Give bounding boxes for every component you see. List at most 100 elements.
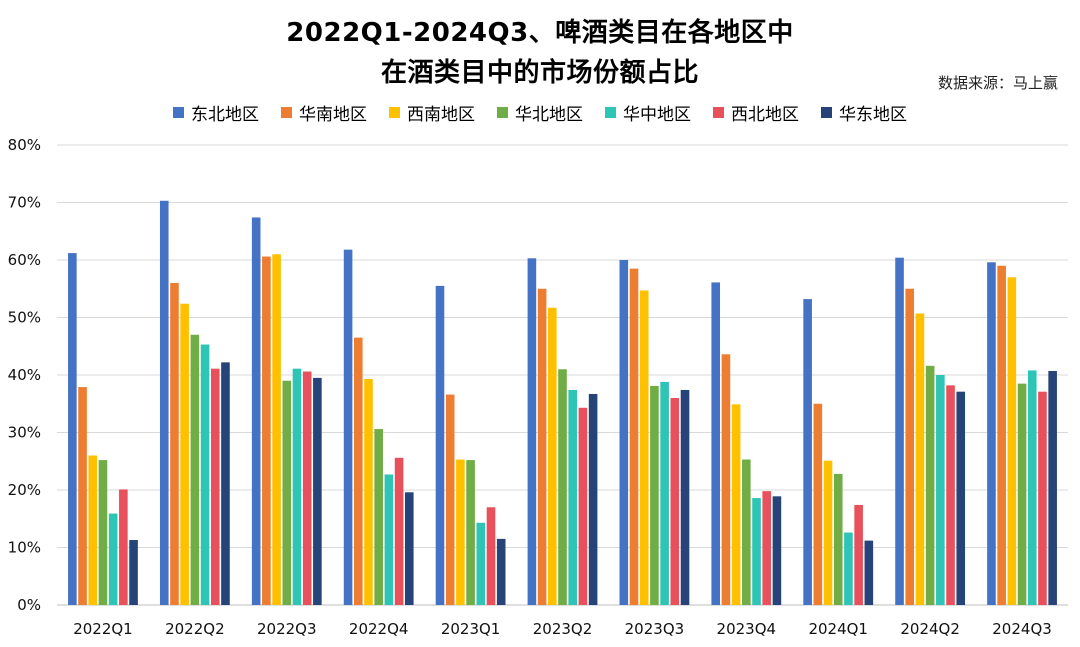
bar [456, 459, 465, 605]
bar [864, 540, 874, 605]
bar [98, 460, 108, 605]
bar [997, 265, 1006, 605]
bar [629, 268, 639, 606]
bar [823, 460, 833, 605]
bar [833, 473, 843, 605]
bar [1038, 391, 1047, 605]
y-tick-label: 30% [8, 424, 41, 442]
bar [854, 504, 863, 605]
bar [803, 299, 812, 605]
bar [476, 522, 486, 605]
bar [548, 307, 557, 605]
y-tick-label: 20% [8, 481, 41, 499]
bar [680, 389, 690, 605]
bar [987, 262, 996, 605]
bar [159, 200, 169, 605]
legend-label: 华东地区 [839, 105, 907, 125]
legend-item: 华北地区 [497, 100, 583, 125]
x-tick-label: 2024Q3 [992, 620, 1052, 638]
legend-label: 华北地区 [515, 105, 583, 125]
x-tick-label: 2023Q2 [533, 620, 593, 638]
bar [670, 398, 680, 605]
bar [262, 256, 271, 605]
bar [1027, 370, 1037, 605]
bar [466, 460, 475, 605]
bar [210, 368, 220, 605]
bar [486, 507, 496, 605]
bar [272, 254, 281, 605]
legend-swatch [605, 107, 616, 118]
bar [435, 285, 445, 606]
y-tick-label: 10% [8, 539, 41, 557]
bar [394, 457, 404, 605]
bar [650, 385, 659, 605]
bar [190, 334, 200, 605]
bar [353, 337, 363, 606]
bar [1007, 277, 1017, 605]
x-tick-label: 2022Q4 [349, 620, 409, 638]
bar [537, 288, 547, 605]
bar [445, 394, 455, 605]
bar [527, 258, 537, 605]
legend-item: 华南地区 [281, 100, 367, 125]
bar [660, 381, 669, 605]
bar [221, 362, 230, 605]
legend-swatch [821, 107, 832, 118]
x-tick-label: 2023Q1 [441, 620, 501, 638]
bar [568, 389, 577, 605]
legend-label: 西北地区 [731, 105, 799, 125]
y-tick-label: 80% [8, 136, 41, 154]
bar [180, 303, 189, 605]
bar [302, 371, 312, 605]
bar [119, 489, 128, 605]
bar [578, 407, 588, 605]
legend-label: 华中地区 [623, 105, 691, 125]
legend-label: 东北地区 [191, 105, 259, 125]
bar [282, 380, 292, 605]
bar [558, 369, 567, 605]
legend: 东北地区 华南地区 西南地区 华北地区 华中地区 西北地区 华东地区 [0, 100, 1080, 125]
bar [619, 260, 629, 605]
legend-item: 西南地区 [389, 100, 475, 125]
y-tick-label: 70% [8, 194, 41, 212]
bar [588, 393, 598, 605]
legend-swatch [497, 107, 508, 118]
bar [200, 344, 210, 605]
x-tick-label: 2024Q2 [900, 620, 960, 638]
bar [721, 354, 731, 605]
legend-item: 华东地区 [821, 100, 907, 125]
bar [313, 377, 322, 606]
bar [772, 496, 782, 605]
bar [88, 455, 98, 605]
y-tick-label: 40% [8, 366, 41, 384]
bar [905, 288, 915, 605]
legend-item: 华中地区 [605, 100, 691, 125]
bar [813, 403, 823, 605]
bar [78, 387, 87, 605]
bar [292, 368, 302, 605]
y-tick-label: 60% [8, 251, 41, 269]
x-tick-label: 2023Q4 [717, 620, 777, 638]
x-tick-label: 2023Q3 [625, 620, 685, 638]
legend-item: 东北地区 [173, 100, 259, 125]
bar [639, 290, 649, 605]
x-tick-label: 2022Q2 [165, 620, 225, 638]
x-tick-label: 2022Q1 [73, 620, 133, 638]
bar [251, 217, 261, 605]
bar [108, 513, 118, 605]
bar [844, 532, 853, 605]
legend-label: 西南地区 [407, 105, 475, 125]
y-tick-label: 50% [8, 309, 41, 327]
bar [915, 313, 925, 605]
bar [384, 474, 394, 605]
legend-swatch [389, 107, 400, 118]
bar [731, 404, 741, 605]
bar [956, 391, 966, 605]
bar [68, 253, 77, 605]
bar [364, 379, 373, 605]
bar [762, 491, 772, 605]
bar [170, 283, 179, 605]
legend-swatch [713, 107, 724, 118]
data-source: 数据来源：马上赢 [937, 74, 1058, 92]
